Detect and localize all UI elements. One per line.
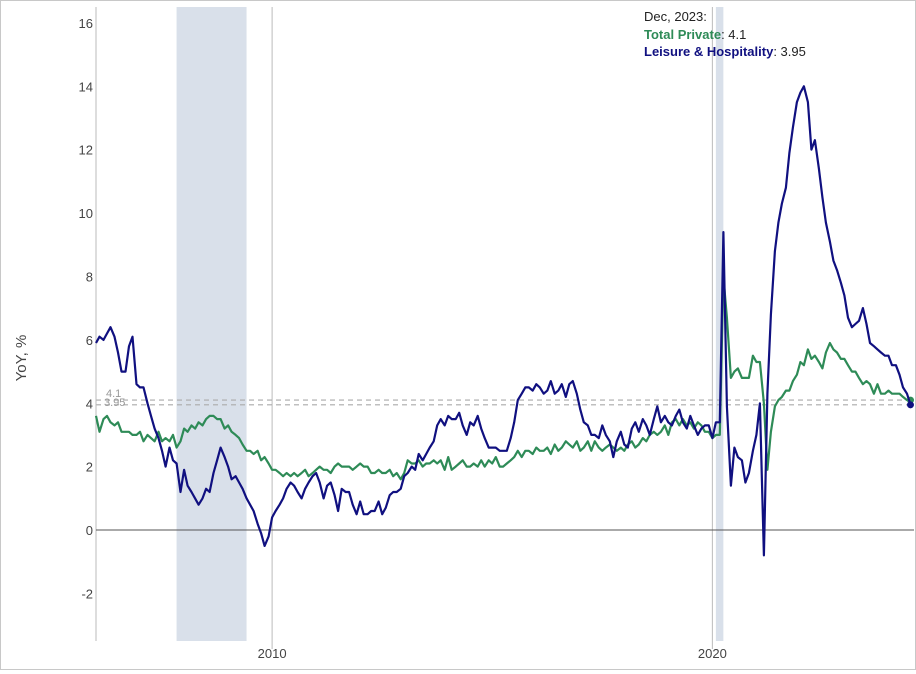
y-tick-label-0: 0 [86, 523, 93, 538]
y-tick-label--2: -2 [81, 586, 93, 601]
tooltip-series-value: : 4.1 [721, 27, 746, 42]
tooltip-series-name: Leisure & Hospitality [644, 44, 774, 59]
tooltip-series-value: : 3.95 [773, 44, 806, 59]
y-tick-label-8: 8 [86, 269, 93, 284]
y-tick-label-4: 4 [86, 396, 93, 411]
y-axis-label: YoY, % [13, 335, 30, 382]
y-tick-label-10: 10 [79, 206, 93, 221]
tooltip-date: Dec, 2023: [644, 9, 707, 24]
series-line-0 [94, 275, 911, 481]
recession-band-1 [715, 7, 724, 641]
y-tick-label-16: 16 [79, 16, 93, 31]
tooltip-row-0: Total Private: 4.1 [644, 27, 746, 42]
y-tick-label-6: 6 [86, 333, 93, 348]
tooltip-row-1: Leisure & Hospitality: 3.95 [644, 44, 806, 59]
recession-shading [176, 7, 724, 641]
x-tick-label-2010: 2010 [258, 646, 287, 661]
reference-lines: 4.13.95 [96, 388, 914, 409]
x-tick-label-2020: 2020 [698, 646, 727, 661]
y-axis: -2 0 2 4 6 8 10 12 14 16 [79, 7, 914, 641]
x-gridlines [271, 7, 713, 649]
tooltip-series-name: Total Private [644, 27, 721, 42]
x-axis: 2010 2020 [258, 646, 727, 661]
recession-band-0 [176, 7, 247, 641]
series-lines [94, 85, 914, 557]
series-end-point-1 [906, 401, 914, 409]
hover-tooltip: Dec, 2023: Total Private: 4.1 Leisure & Ho… [644, 9, 806, 59]
y-tick-label-2: 2 [86, 460, 93, 475]
leisure-ref-label: 3.95 [104, 397, 125, 409]
total-private-ref-label: 4.1 [106, 388, 121, 400]
series-line-1 [95, 85, 912, 557]
y-tick-label-12: 12 [79, 143, 93, 158]
y-tick-label-14: 14 [79, 79, 93, 94]
